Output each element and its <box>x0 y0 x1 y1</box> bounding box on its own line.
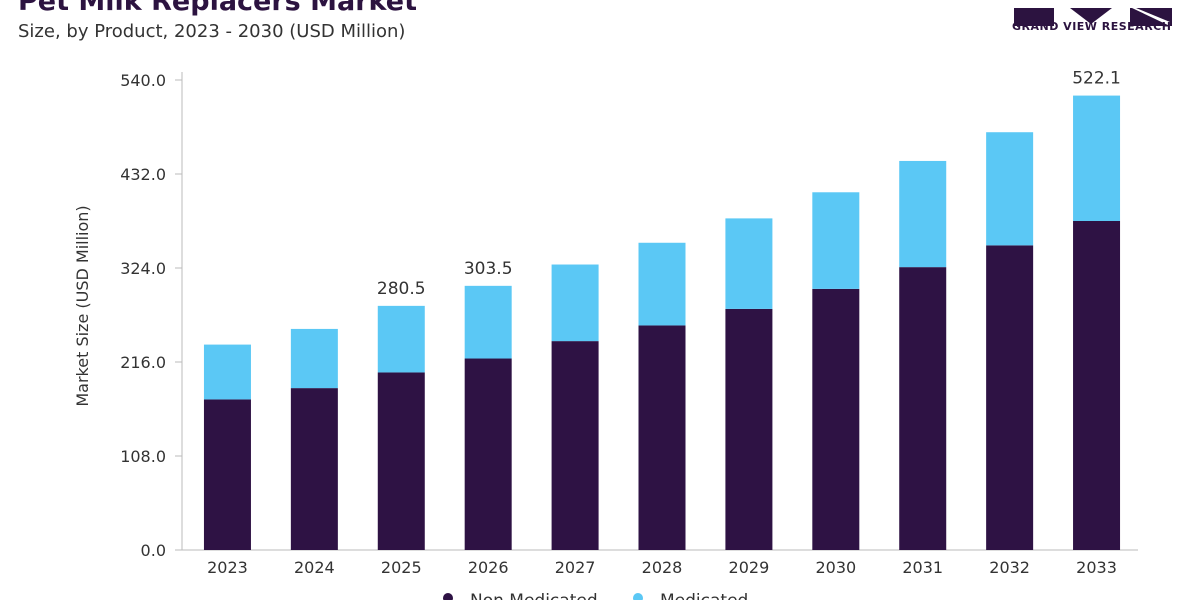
bar-medicated-2025 <box>377 305 425 373</box>
legend-marker-non-medicated <box>443 593 453 600</box>
data-label-2026: 303.5 <box>464 259 513 279</box>
bar-medicated-2028 <box>638 242 686 326</box>
x-tick-label: 2028 <box>642 558 683 577</box>
bar-medicated-2033 <box>1073 95 1121 221</box>
bar-medicated-2027 <box>551 264 599 342</box>
legend-label-medicated: Medicated <box>660 591 748 600</box>
y-axis-label: Market Size (USD Million) <box>73 205 92 406</box>
bar-medicated-2026 <box>464 285 512 359</box>
x-tick-label: 2030 <box>815 558 856 577</box>
bar-non-medicated-2026 <box>464 358 512 550</box>
x-tick-label: 2026 <box>468 558 509 577</box>
x-tick-label: 2027 <box>555 558 596 577</box>
data-label-2025: 280.5 <box>377 279 426 299</box>
legend-label-non-medicated: Non Medicated <box>470 591 598 600</box>
y-tick-label: 324.0 <box>120 259 166 278</box>
x-tick-label: 2033 <box>1076 558 1117 577</box>
bar-non-medicated-2028 <box>638 325 686 550</box>
bar-medicated-2029 <box>725 218 773 309</box>
x-tick-label: 2032 <box>989 558 1030 577</box>
bar-non-medicated-2031 <box>899 267 947 550</box>
legend: Non Medicated Medicated <box>443 591 748 600</box>
bar-medicated-2032 <box>986 132 1034 246</box>
y-tick-label: 0.0 <box>141 541 166 560</box>
y-tick-label: 216.0 <box>120 353 166 372</box>
bar-medicated-2031 <box>899 160 947 268</box>
data-label-2033: 522.1 <box>1072 69 1121 89</box>
bar-medicated-2024 <box>290 328 338 389</box>
bar-non-medicated-2025 <box>377 372 425 550</box>
x-tick-label: 2031 <box>902 558 943 577</box>
x-tick-label: 2023 <box>207 558 248 577</box>
bar-medicated-2023 <box>203 344 251 400</box>
brand-name: GRAND VIEW RESEARCH <box>1012 20 1172 33</box>
bar-non-medicated-2030 <box>812 288 860 550</box>
bar-non-medicated-2027 <box>551 341 599 550</box>
bar-non-medicated-2029 <box>725 308 773 550</box>
bar-non-medicated-2023 <box>203 399 251 550</box>
x-tick-label: 2029 <box>729 558 770 577</box>
bar-medicated-2030 <box>812 192 860 289</box>
y-tick-label: 540.0 <box>120 71 166 90</box>
bar-non-medicated-2032 <box>986 245 1034 551</box>
brand-logo-icon <box>1014 8 1172 26</box>
bar-non-medicated-2024 <box>290 388 338 550</box>
y-tick-label: 108.0 <box>120 447 166 466</box>
x-tick-label: 2024 <box>294 558 335 577</box>
y-tick-label: 432.0 <box>120 165 166 184</box>
bar-non-medicated-2033 <box>1073 221 1121 550</box>
chart-subtitle: Size, by Product, 2023 - 2030 (USD Milli… <box>18 21 406 42</box>
chart-title: Pet Milk Replacers Market <box>18 0 418 17</box>
x-tick-label: 2025 <box>381 558 422 577</box>
legend-marker-medicated <box>633 593 643 600</box>
